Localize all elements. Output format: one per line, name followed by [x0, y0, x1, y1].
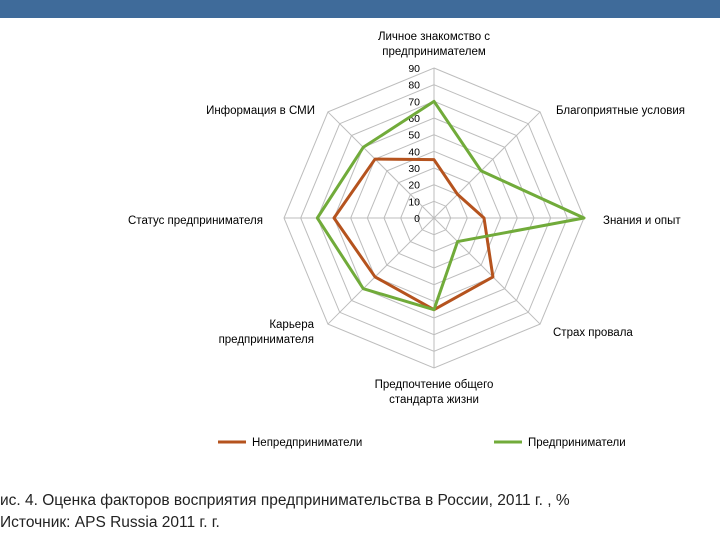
- category-label: Личное знакомство с: [378, 31, 490, 43]
- category-label: предпринимателем: [382, 46, 486, 58]
- figure-caption: ис. 4. Оценка факторов восприятия предпр…: [0, 492, 570, 509]
- tick-label: 90: [408, 63, 420, 75]
- category-label: Предпочтение общего: [375, 379, 494, 391]
- legend-label: Непредприниматели: [252, 437, 362, 449]
- radar-chart: 0 10 20 30 40 50 60 70 80 90 Личное знакомство с п…: [128, 31, 685, 449]
- category-labels: Личное знакомство с предпринимателем Благо…: [128, 31, 685, 406]
- header-bar: [0, 0, 720, 18]
- tick-label: 10: [408, 196, 420, 208]
- grid-spoke: [433, 217, 541, 325]
- category-label: Знания и опыт: [603, 215, 681, 227]
- legend-label: Предприниматели: [528, 437, 626, 449]
- tick-label: 40: [408, 146, 420, 158]
- tick-label: 60: [408, 113, 420, 125]
- tick-label: 30: [408, 163, 420, 175]
- tick-label: 70: [408, 96, 420, 108]
- category-label: Статус предпринимателя: [128, 215, 263, 227]
- category-label: Информация в СМИ: [206, 105, 315, 117]
- series-line: [315, 99, 586, 312]
- grid-spoke: [327, 111, 435, 219]
- figure-source: Источник: APS Russia 2011 г. г.: [0, 514, 220, 531]
- tick-label: 20: [408, 180, 420, 192]
- radar-grid: [283, 67, 585, 369]
- data-series: [315, 99, 586, 312]
- category-label: Карьера: [269, 319, 314, 331]
- category-label: Страх провала: [553, 327, 633, 339]
- legend: Непредприниматели Предприниматели: [218, 437, 626, 449]
- grid-spoke: [433, 111, 541, 219]
- tick-label: 50: [408, 130, 420, 142]
- category-label: предпринимателя: [219, 334, 314, 346]
- radial-tick-labels: 0 10 20 30 40 50 60 70 80 90: [408, 63, 420, 225]
- category-label: Благоприятные условия: [556, 105, 685, 117]
- tick-label: 0: [414, 213, 420, 225]
- grid-spoke: [327, 217, 435, 325]
- category-label: стандарта жизни: [389, 394, 479, 406]
- tick-label: 80: [408, 80, 420, 92]
